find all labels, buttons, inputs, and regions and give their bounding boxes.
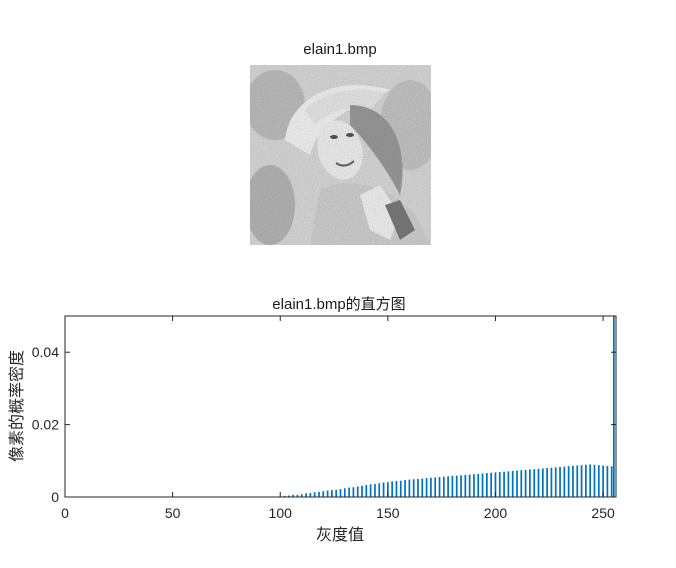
x-tick-label: 100 xyxy=(269,505,293,521)
histogram-bar xyxy=(606,465,609,497)
x-axis-ticks: 0 50 100 150 200 250 xyxy=(61,316,615,521)
image-title: elain1.bmp xyxy=(303,41,377,58)
histogram-bar xyxy=(477,473,480,497)
histogram-bar xyxy=(524,469,527,497)
histogram-bar xyxy=(559,466,561,497)
histogram-bar xyxy=(417,478,419,497)
x-axis-label: 灰度值 xyxy=(316,525,364,544)
histogram-bar xyxy=(343,488,346,497)
histogram-bar xyxy=(550,467,553,497)
histogram-bar xyxy=(554,467,557,497)
histogram-bar xyxy=(442,476,445,497)
histogram-bars xyxy=(275,316,615,497)
histogram-bar xyxy=(287,495,290,497)
histogram-bar xyxy=(494,472,497,497)
histogram-bar xyxy=(481,473,484,497)
histogram-bar xyxy=(589,464,592,497)
histogram-bar xyxy=(434,477,437,497)
y-tick-label: 0 xyxy=(51,489,59,505)
histogram-bar xyxy=(541,468,544,497)
histogram-bar xyxy=(490,472,493,497)
histogram-bar xyxy=(365,485,368,497)
histogram-bar xyxy=(451,476,454,497)
histogram-bar xyxy=(567,466,570,497)
histogram-bar xyxy=(486,473,488,497)
y-tick-label: 0.04 xyxy=(32,344,59,360)
histogram-bar xyxy=(339,489,342,497)
histogram-bar xyxy=(399,480,402,497)
histogram-bar xyxy=(391,481,394,497)
histogram-bar xyxy=(468,474,471,497)
histogram-bar xyxy=(585,464,587,497)
histogram-bar xyxy=(602,465,604,497)
histogram-bar xyxy=(610,466,613,497)
histogram-bar xyxy=(516,470,518,497)
histogram-bar xyxy=(455,475,458,497)
histogram-bar xyxy=(546,468,548,497)
histogram-bar xyxy=(464,474,467,497)
histogram-bar xyxy=(318,491,320,497)
histogram-bar xyxy=(309,493,312,497)
histogram-bar xyxy=(430,477,432,497)
histogram-bar xyxy=(361,485,363,497)
histogram-bar xyxy=(369,484,372,497)
histogram-bar xyxy=(612,316,615,497)
histogram-bar xyxy=(473,474,475,497)
histogram-bar xyxy=(382,482,385,497)
histogram-bar xyxy=(305,493,307,497)
histogram-bar xyxy=(498,472,501,497)
histogram-bar xyxy=(356,486,359,497)
histogram-bar xyxy=(447,476,449,497)
histogram-bar xyxy=(404,479,406,497)
histogram-bar xyxy=(300,494,303,497)
histogram-bar xyxy=(374,483,376,497)
histogram-bar xyxy=(283,495,286,497)
histogram-bar xyxy=(533,469,536,497)
histogram-bar xyxy=(296,494,299,497)
y-tick-label: 0.02 xyxy=(32,417,59,433)
histogram-bar xyxy=(460,475,462,497)
histogram-bar xyxy=(438,477,441,497)
histogram-bar xyxy=(425,478,428,497)
histogram-bar xyxy=(503,471,505,497)
y-axis-label: 像素的概率密度 xyxy=(7,350,26,462)
histogram-bar xyxy=(292,494,295,497)
histogram-bar xyxy=(335,489,338,497)
y-axis-ticks: 0 0.02 0.04 xyxy=(32,344,616,505)
x-tick-label: 150 xyxy=(376,505,400,521)
plot-area-box xyxy=(64,315,617,498)
histogram-bar xyxy=(593,464,596,497)
histogram-bar xyxy=(529,469,531,497)
histogram-bar xyxy=(408,479,411,497)
histogram-bar xyxy=(348,487,350,497)
x-tick-label: 250 xyxy=(591,505,615,521)
histogram-bar xyxy=(326,490,329,497)
histogram-bar xyxy=(563,466,566,497)
histogram-bar xyxy=(576,465,579,497)
histogram-bar xyxy=(507,471,510,497)
histogram-bar xyxy=(322,491,325,497)
chart-title: elain1.bmp的直方图 xyxy=(272,296,405,313)
x-tick-label: 0 xyxy=(61,505,69,521)
histogram-bar xyxy=(331,490,333,497)
histogram-bar xyxy=(421,478,424,497)
histogram-bar xyxy=(352,487,355,497)
histogram-bar xyxy=(580,465,583,497)
histogram-bar xyxy=(511,470,514,497)
histogram-bar xyxy=(395,481,398,497)
histogram-bar xyxy=(572,465,574,497)
histogram-bar xyxy=(597,465,600,497)
histogram-bar xyxy=(386,482,389,497)
x-tick-label: 50 xyxy=(165,505,181,521)
histogram-bar xyxy=(520,470,523,497)
histogram-bar xyxy=(537,468,540,497)
histogram-bar xyxy=(378,483,381,497)
x-tick-label: 200 xyxy=(484,505,508,521)
histogram-bar xyxy=(412,479,415,497)
histogram-bar xyxy=(313,492,316,497)
grayscale-portrait-image xyxy=(250,65,431,245)
